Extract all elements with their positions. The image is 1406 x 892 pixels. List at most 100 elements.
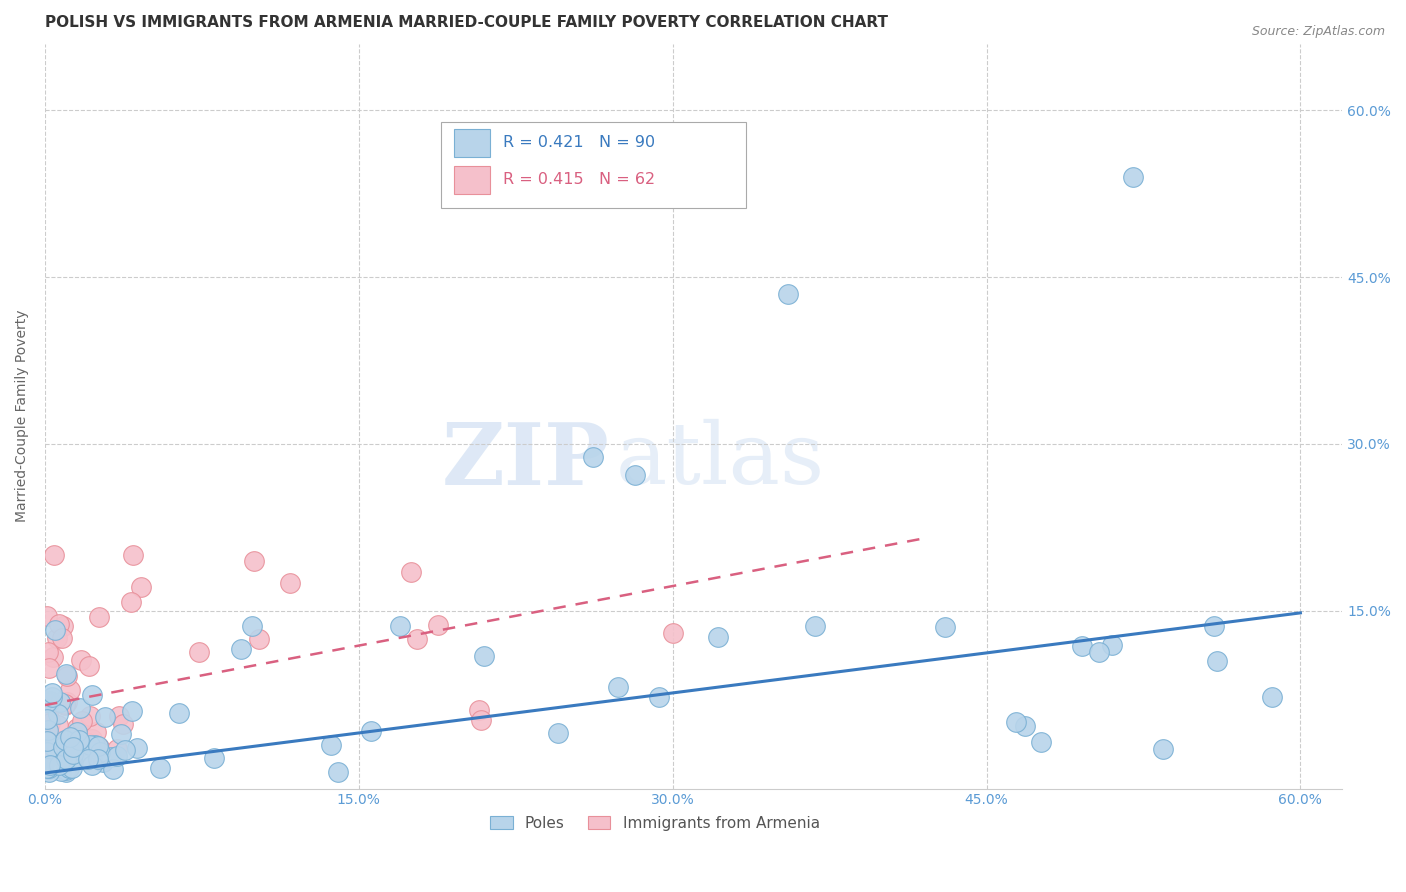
Point bbox=[58, 761, 80, 775]
Point bbox=[1070, 639, 1092, 653]
Point bbox=[42, 733, 65, 747]
Point bbox=[607, 680, 630, 694]
Point bbox=[55, 763, 77, 777]
Point bbox=[48, 617, 70, 632]
Point bbox=[167, 706, 190, 720]
Point bbox=[42, 650, 65, 665]
Point bbox=[55, 666, 77, 681]
Point bbox=[89, 745, 111, 759]
Point bbox=[582, 450, 605, 465]
Point bbox=[1152, 741, 1174, 756]
Point bbox=[624, 468, 647, 483]
Text: ZIP: ZIP bbox=[441, 418, 609, 503]
Point bbox=[105, 749, 128, 764]
Bar bbox=[454, 166, 489, 194]
Point bbox=[35, 761, 58, 775]
Point bbox=[100, 749, 122, 764]
Point bbox=[42, 758, 65, 772]
Point bbox=[87, 752, 110, 766]
Point bbox=[42, 739, 65, 753]
Point bbox=[472, 648, 495, 663]
Point bbox=[79, 709, 101, 723]
Point bbox=[247, 632, 270, 646]
Point bbox=[326, 764, 349, 779]
Point bbox=[470, 713, 492, 727]
Point bbox=[804, 619, 827, 633]
Point bbox=[48, 758, 70, 772]
Point bbox=[51, 631, 73, 645]
Point bbox=[38, 661, 60, 675]
Point bbox=[79, 738, 101, 752]
Point bbox=[121, 548, 143, 562]
Point bbox=[80, 731, 103, 746]
Point bbox=[67, 733, 90, 747]
Point bbox=[405, 632, 427, 646]
Point bbox=[46, 733, 69, 747]
Point bbox=[149, 761, 172, 775]
Point bbox=[62, 740, 84, 755]
Point bbox=[35, 695, 58, 709]
Point bbox=[127, 741, 149, 756]
Point bbox=[1261, 690, 1284, 705]
Point bbox=[107, 709, 129, 723]
Point bbox=[66, 721, 89, 735]
Point bbox=[467, 703, 489, 717]
Point bbox=[56, 669, 79, 683]
Point bbox=[1101, 638, 1123, 652]
Point bbox=[69, 737, 91, 751]
Point bbox=[1014, 719, 1036, 733]
Point bbox=[60, 752, 83, 766]
Point bbox=[45, 745, 67, 759]
Point bbox=[94, 710, 117, 724]
Text: Source: ZipAtlas.com: Source: ZipAtlas.com bbox=[1251, 25, 1385, 38]
Text: R = 0.421   N = 90: R = 0.421 N = 90 bbox=[503, 136, 655, 150]
Point bbox=[35, 708, 58, 723]
Point bbox=[59, 683, 82, 698]
Point bbox=[39, 758, 62, 772]
Point bbox=[38, 764, 60, 779]
Point bbox=[37, 644, 59, 658]
Point bbox=[38, 761, 60, 775]
Legend: Poles, Immigrants from Armenia: Poles, Immigrants from Armenia bbox=[484, 809, 825, 837]
Point bbox=[55, 697, 77, 711]
Point bbox=[35, 734, 58, 748]
Point bbox=[360, 723, 382, 738]
Point bbox=[934, 620, 956, 634]
Point bbox=[77, 659, 100, 673]
Point bbox=[58, 743, 80, 757]
Point bbox=[38, 694, 60, 708]
Point bbox=[52, 619, 75, 633]
Point bbox=[319, 738, 342, 752]
Point bbox=[56, 695, 79, 709]
Point bbox=[69, 752, 91, 766]
Bar bbox=[454, 128, 489, 157]
Point bbox=[60, 761, 83, 775]
Point bbox=[707, 630, 730, 644]
Point bbox=[51, 764, 73, 779]
Point bbox=[62, 747, 84, 762]
Point bbox=[388, 619, 411, 633]
Point bbox=[41, 690, 63, 704]
Point bbox=[46, 706, 69, 721]
Point bbox=[399, 565, 422, 579]
Point bbox=[648, 690, 671, 704]
Point bbox=[1005, 714, 1028, 729]
Point bbox=[112, 716, 135, 731]
Point bbox=[69, 701, 91, 715]
Point bbox=[242, 619, 264, 633]
Point bbox=[547, 726, 569, 740]
Point bbox=[39, 733, 62, 747]
Point bbox=[41, 686, 63, 700]
Point bbox=[48, 743, 70, 757]
Point bbox=[38, 714, 60, 728]
Point bbox=[84, 724, 107, 739]
Point bbox=[37, 706, 59, 720]
Point bbox=[243, 553, 266, 567]
FancyBboxPatch shape bbox=[440, 122, 745, 208]
Point bbox=[52, 746, 75, 760]
Point bbox=[202, 750, 225, 764]
Point bbox=[56, 740, 79, 755]
Point bbox=[55, 764, 77, 779]
Point bbox=[1202, 619, 1225, 633]
Point bbox=[35, 609, 58, 624]
